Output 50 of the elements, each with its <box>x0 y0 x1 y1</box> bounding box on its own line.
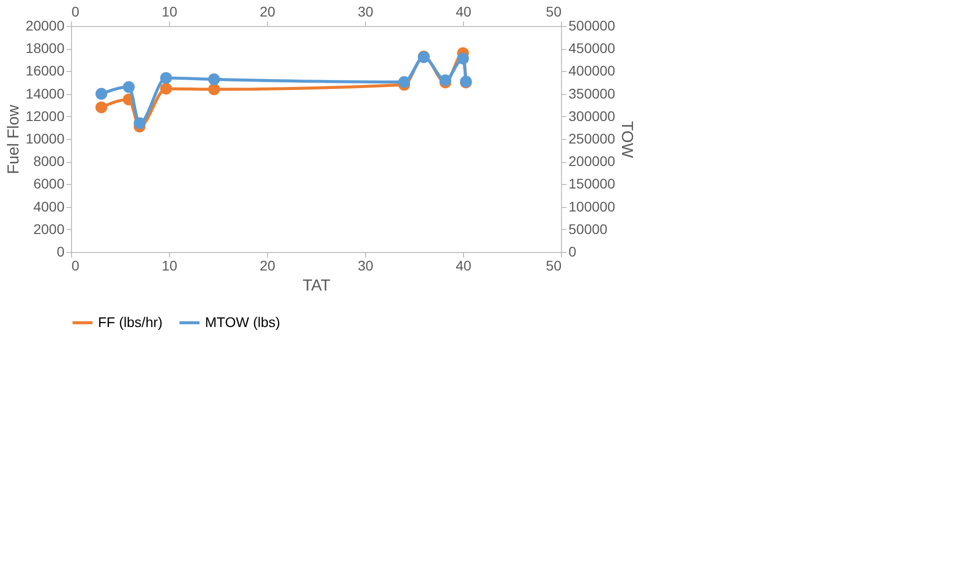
x2-tick-label: 30 <box>358 4 374 20</box>
y-tick-label: 4000 <box>33 198 65 214</box>
y2-tick-label: 350000 <box>568 85 616 102</box>
y2-tick-label: 100000 <box>568 198 616 214</box>
y-tick-label: 16000 <box>26 62 65 79</box>
x-tick-label: 20 <box>260 258 276 274</box>
x-tick-label: 0 <box>72 258 80 274</box>
point <box>439 74 452 86</box>
y2-tick-label: 400000 <box>568 62 616 79</box>
y2-tick-label: 0 <box>568 244 576 260</box>
y-tick-label: 20000 <box>26 18 65 34</box>
y2-tick-label: 200000 <box>568 153 616 170</box>
y-tick-label: 12000 <box>26 108 65 124</box>
x2-tick-label: 40 <box>456 4 472 20</box>
y2-tick-label: 150000 <box>568 176 616 192</box>
x2-tick-label: 20 <box>260 4 276 20</box>
x-tick-label: 10 <box>162 258 178 274</box>
y-tick-label: 0 <box>56 244 65 260</box>
x-tick-label: 30 <box>358 258 374 274</box>
point <box>398 76 410 88</box>
x2-tick-label: 0 <box>72 4 80 20</box>
point <box>160 72 172 84</box>
point <box>208 73 220 86</box>
point <box>122 81 135 93</box>
point <box>208 83 220 96</box>
x-tick-label: 50 <box>546 258 562 274</box>
y-tick-label: 18000 <box>26 40 65 56</box>
x2-tick-label: 10 <box>162 4 178 20</box>
y-tick-label: 8000 <box>33 153 65 170</box>
point <box>160 82 172 95</box>
y-tick-label: 14000 <box>26 85 65 102</box>
y2-tick-label: 450000 <box>568 40 616 56</box>
y2-tick-label: 50000 <box>568 220 608 237</box>
legend-label: FF (lbs/hr) <box>98 314 163 330</box>
y-tick-label: 6000 <box>33 176 65 192</box>
y-tick-label: 2000 <box>33 220 65 237</box>
x-axis-title: TAT <box>302 278 331 294</box>
point <box>95 88 108 100</box>
y2-tick-label: 300000 <box>568 108 616 124</box>
point <box>95 101 108 114</box>
y2-tick-label: 500000 <box>568 18 616 34</box>
y2-tick-label: 250000 <box>568 130 616 146</box>
x2-tick-label: 50 <box>546 4 562 20</box>
legend-label: MTOW (lbs) <box>205 314 280 330</box>
point <box>457 52 469 64</box>
y-axis-title: Fuel Flow <box>6 104 23 174</box>
y-tick-label: 10000 <box>26 130 65 146</box>
point <box>134 117 146 130</box>
x-tick-label: 40 <box>456 258 472 274</box>
y2-axis-title: TOW <box>618 120 636 159</box>
